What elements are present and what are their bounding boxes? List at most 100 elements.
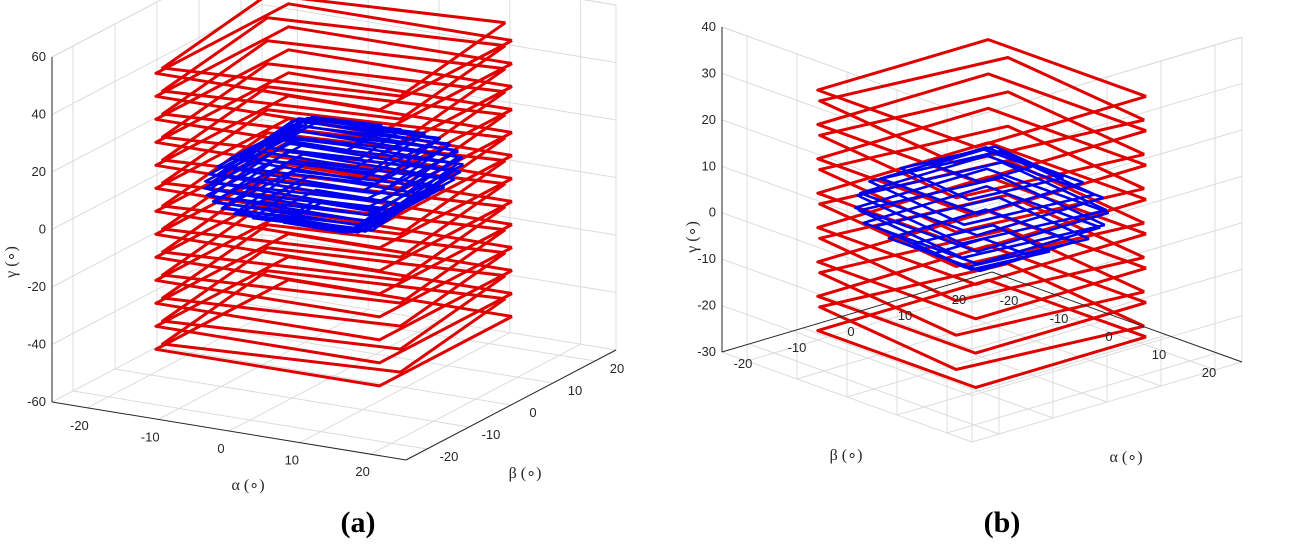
a-zlabel: γ (∘) — [3, 246, 20, 279]
a-series-1-layer — [226, 119, 442, 186]
b-z-tick-label: 40 — [702, 19, 716, 34]
b-x-tick-label: -20 — [734, 356, 753, 371]
b-floor-grid-y — [846, 316, 1118, 398]
a-y-tick-label: 20 — [610, 361, 624, 376]
a-series-0-layer — [161, 0, 507, 98]
a-y-axis-line — [405, 349, 617, 461]
a-z-tick-label: 20 — [32, 164, 46, 179]
a-z-tick-label: -60 — [27, 394, 46, 409]
a-xlabel: α (∘) — [231, 477, 264, 494]
b-series-1-layer — [887, 208, 1076, 272]
a-sidewall-grid-z — [51, 61, 263, 173]
a-floor-grid-y — [240, 302, 596, 362]
b-ticks: -20 -10 0 10 20 -20 -10 0 10 20 -30 -20 -10 0 10 20 30 40 — [697, 19, 1243, 380]
b-ylabel: β (∘) — [830, 447, 863, 464]
a-floor-grid-y — [156, 346, 512, 406]
b-y-axis-line — [991, 271, 1243, 363]
a-sidewall-grid-z — [51, 291, 263, 403]
a-floor-grid-y — [114, 368, 470, 428]
b-z-tick-label: 0 — [709, 205, 716, 220]
a-series-1-layer — [213, 150, 455, 224]
a-series-1-layer — [208, 124, 460, 201]
a-x-tick-label: -20 — [70, 418, 89, 433]
a-series-1-layer — [208, 134, 460, 212]
panel-b: -20 -10 0 10 20 -20 -10 0 10 20 -30 -20 -10 0 10 20 30 40… — [684, 19, 1243, 539]
a-x-tick-label: 0 — [217, 441, 224, 456]
b-backwall-grid-z — [971, 361, 1243, 443]
b-z-tick-label: -30 — [697, 344, 716, 359]
b-series-1-layer — [879, 146, 1084, 216]
b-y-tick-label: 10 — [1152, 347, 1166, 362]
b-z-tick-label: 20 — [702, 112, 716, 127]
b-floor-grid-y — [896, 334, 1168, 416]
b-sidewall-grid-z — [721, 305, 973, 397]
a-series — [154, 0, 513, 388]
b-box-edge — [721, 26, 973, 118]
a-series-1-layer — [281, 118, 386, 152]
b-z-tick-label: 30 — [702, 65, 716, 80]
b-box-edge — [971, 36, 1243, 118]
a-z-tick-label: 40 — [32, 107, 46, 122]
a-y-tick-label: 10 — [568, 383, 582, 398]
b-floor-grid-y — [796, 298, 1068, 380]
b-panel-label: (b) — [984, 506, 1021, 539]
b-series-0-layer — [818, 90, 1145, 200]
b-xlabel: α (∘) — [1109, 449, 1142, 466]
a-backwall-grid-z — [261, 4, 617, 63]
panel-a: -20 -10 0 10 20 -20 -10 0 10 20 -60 -40 -20 0 20 40 60 α… — [3, 0, 624, 539]
a-series-0-layer — [161, 269, 507, 374]
b-x-tick-label: 20 — [952, 292, 966, 307]
b-sidewall-grid-z — [721, 165, 973, 257]
b-x-tick-label: 10 — [898, 308, 912, 323]
a-y-tick-label: -10 — [482, 427, 501, 442]
a-x-tick-label: 20 — [355, 464, 369, 479]
b-series-0-layer — [818, 262, 1145, 371]
b-sidewall-grid-z — [721, 351, 973, 443]
a-y-tick-label: -20 — [440, 449, 459, 464]
a-series-1-layer — [284, 116, 384, 148]
b-y-tick-label: -10 — [1050, 311, 1069, 326]
a-floor-grid-y — [198, 324, 554, 384]
b-series-0-layer — [818, 124, 1145, 234]
b-series-1-layer — [899, 145, 1065, 201]
b-floor-grid-y — [946, 352, 1218, 434]
b-sidewall-grid-z — [721, 72, 973, 164]
a-series-1-layer — [210, 128, 457, 204]
a-series-0-layer — [161, 16, 507, 121]
b-series-0-layer — [818, 227, 1145, 337]
a-z-tick-label: -40 — [27, 337, 46, 352]
b-series-1-layer — [856, 161, 1108, 245]
b-series-1-layer — [853, 167, 1110, 253]
b-series-0-layer — [818, 193, 1145, 303]
b-y-tick-label: -20 — [1000, 293, 1019, 308]
b-x-tick-label: 0 — [847, 324, 854, 339]
a-series-0-layer — [154, 2, 513, 112]
b-backwall-grid-z — [971, 175, 1243, 257]
b-sidewall-grid-z — [721, 258, 973, 350]
a-ylabel: β (∘) — [509, 465, 542, 482]
a-series-1-layer — [216, 123, 452, 195]
b-zlabel: γ (∘) — [684, 221, 701, 254]
a-box-edge — [51, 0, 162, 58]
a-y-tick-label: 0 — [529, 405, 536, 420]
a-series-0-layer — [161, 131, 507, 236]
b-series-1-layer — [930, 148, 1033, 184]
b-series-0-layer — [816, 38, 1147, 149]
a-series-1-layer — [220, 159, 447, 229]
a-x-tick-label: 10 — [285, 453, 299, 468]
a-series-0-layer — [161, 39, 507, 144]
b-series-0-layer — [818, 56, 1145, 165]
b-y-tick-label: 0 — [1105, 329, 1112, 344]
a-z-tick-label: -20 — [27, 279, 46, 294]
b-y-tick-label: 20 — [1202, 365, 1216, 380]
b-x-axis-line — [721, 271, 993, 353]
a-x-axis-line — [51, 401, 407, 461]
a-z-tick-label: 60 — [32, 49, 46, 64]
a-panel-label: (a) — [341, 506, 376, 539]
a-series-0-layer — [154, 71, 513, 181]
b-z-tick-label: 10 — [702, 158, 716, 173]
b-x-tick-label: -10 — [788, 340, 807, 355]
b-z-tick-label: -20 — [697, 298, 716, 313]
b-z-tick-label: -10 — [697, 251, 716, 266]
